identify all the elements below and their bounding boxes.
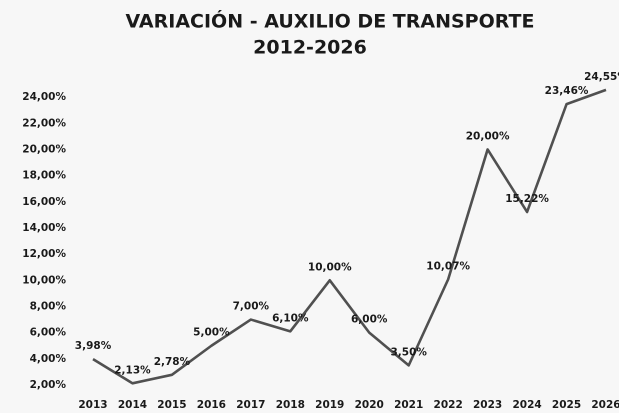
x-tick-label: 2015 (157, 399, 186, 411)
data-label: 2,78% (154, 356, 191, 368)
x-tick-label: 2022 (434, 399, 463, 411)
x-tick-label: 2017 (236, 399, 265, 411)
y-tick-label: 22,00% (22, 117, 66, 129)
x-tick-label: 2024 (512, 399, 541, 411)
x-tick-label: 2023 (473, 399, 502, 411)
data-label: 24,55% (584, 71, 619, 83)
data-label: 15,22% (505, 193, 549, 205)
data-label: 3,50% (390, 346, 427, 358)
data-label: 6,00% (351, 314, 388, 326)
x-tick-label: 2016 (197, 399, 226, 411)
data-label: 10,07% (426, 260, 470, 272)
chart-title: VARIACIÓN - AUXILIO DE TRANSPORTE (126, 9, 535, 33)
chart-subtitle: 2012-2026 (253, 37, 367, 59)
x-tick-label: 2019 (315, 399, 344, 411)
data-label: 23,46% (545, 85, 589, 97)
y-tick-label: 20,00% (22, 143, 66, 155)
y-tick-label: 14,00% (22, 222, 66, 234)
x-tick-label: 2020 (355, 399, 384, 411)
y-tick-label: 6,00% (30, 327, 67, 339)
data-label: 6,10% (272, 312, 309, 324)
y-tick-label: 2,00% (30, 379, 67, 391)
data-label: 10,00% (308, 261, 352, 273)
data-label: 7,00% (233, 301, 270, 313)
x-tick-label: 2026 (591, 399, 619, 411)
y-tick-label: 24,00% (22, 91, 66, 103)
x-tick-label: 2013 (78, 399, 107, 411)
y-tick-label: 8,00% (30, 300, 67, 312)
x-tick-label: 2025 (552, 399, 581, 411)
y-tick-label: 12,00% (22, 248, 66, 260)
data-label: 2,13% (114, 364, 151, 376)
data-label: 20,00% (466, 130, 510, 142)
y-tick-label: 18,00% (22, 170, 66, 182)
y-tick-label: 10,00% (22, 274, 66, 286)
line (92, 88, 607, 385)
y-tick-label: 4,00% (30, 353, 67, 365)
data-label: 5,00% (193, 327, 230, 339)
data-label: 3,98% (75, 340, 112, 352)
x-tick-label: 2018 (276, 399, 305, 411)
x-tick-label: 2021 (394, 399, 423, 411)
x-tick-label: 2014 (118, 399, 147, 411)
y-tick-label: 16,00% (22, 196, 66, 208)
